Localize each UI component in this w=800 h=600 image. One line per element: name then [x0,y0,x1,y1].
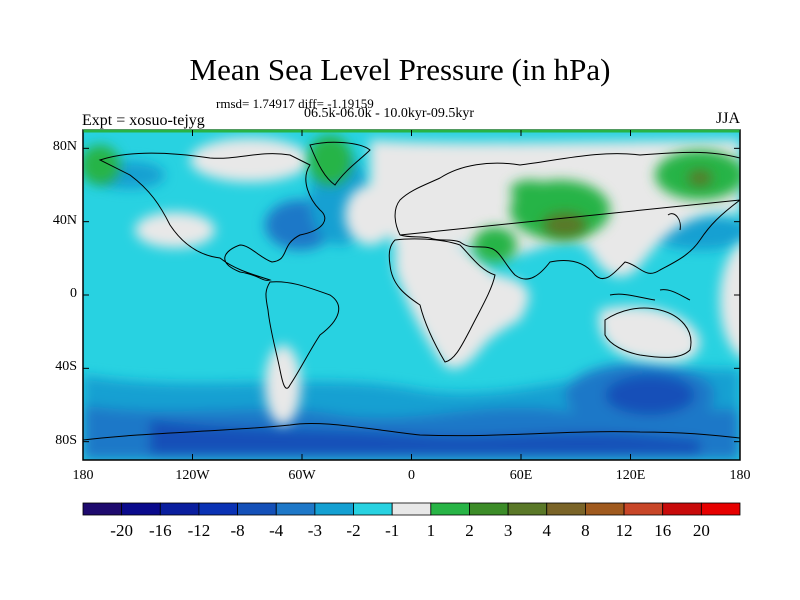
colorbar-swatch [159,502,200,516]
colorbar-swatch [391,502,432,516]
field-south-indian-core [605,375,695,415]
colorbar-label: 2 [465,521,474,540]
colorbar-swatch [121,502,161,516]
colorbar-swatch [430,502,470,516]
rmsd-diff-stats: rmsd= 1.74917 diff= -1.19159 [216,96,374,111]
period-label: 06.5k-06.0k - 10.0kyr-09.5kyr [304,106,475,121]
colorbar-label: -12 [187,521,211,540]
lat-label: 80N [52,139,77,155]
field-arabia-high [473,227,517,263]
lat-label: 40N [52,212,77,228]
field-east-pacific-neutral [720,243,740,357]
field-caspian-high [510,180,550,200]
colorbar-label: -8 [230,521,245,540]
colorbar-swatch [662,502,702,516]
colorbar-label: 16 [654,521,672,540]
field-greenland-high [308,135,352,185]
colorbar-swatch [469,502,509,516]
colorbar-swatch [623,502,664,516]
colorbar-label: 3 [503,521,513,540]
field-north-atlantic-neutral [345,185,395,245]
lon-label: 180 [729,468,751,483]
experiment-label: Expt = xosuo-tejyg [82,112,205,129]
field-bering-high [83,145,120,185]
lon-label: 0 [408,468,415,483]
coast-eurasia [394,151,740,280]
coast-south-america [265,281,340,389]
colorbar-swatch [237,502,277,516]
field-siberia-core [688,170,712,186]
colorbar-label: -3 [307,521,322,540]
axis-ticks [82,130,741,460]
lon-label: 120W [175,468,210,483]
coastlines [83,141,740,441]
lon-label: 60W [288,468,316,483]
colorbar-swatch [546,502,586,516]
colorbar-label: 4 [542,521,552,540]
colorbar-swatch [198,502,238,516]
colorbar-swatch [507,502,548,516]
colorbar [82,502,741,516]
lat-label: 40S [55,359,77,375]
colorbar-label: -4 [269,521,284,540]
colorbar-swatch [353,502,393,516]
lon-label: 120E [615,468,646,483]
colorbar-label: -1 [385,521,400,540]
colorbar-swatch [275,502,316,516]
coast-greenland [309,141,371,186]
colorbar-label: 12 [615,521,633,540]
lon-label: 180 [72,468,94,483]
colorbar-label: -2 [346,521,361,540]
field-canada [190,138,310,182]
colorbar-label: 20 [692,521,710,540]
lat-label: 80S [55,432,77,448]
field-africa [395,234,499,369]
colorbar-swatch [700,502,741,516]
colorbar-swatch [82,502,123,516]
map-title: Mean Sea Level Pressure (in hPa) [189,52,611,87]
field-south-america-south [265,345,301,425]
colorbar-label: -20 [110,521,133,540]
field-north-america-west [135,212,215,248]
colorbar-label: 1 [426,521,436,540]
coast-australia [604,307,692,358]
field-australia [599,306,700,363]
season-label: JJA [715,110,740,127]
lon-label: 60E [509,468,533,483]
colorbar-label: 8 [581,521,590,540]
coast-north-america [98,152,326,281]
coast-islands [609,213,691,301]
field-southern-ocean-3 [150,420,700,455]
colorbar-swatch [314,502,354,516]
colorbar-label: -16 [148,521,172,540]
coast-africa [388,238,496,363]
map-field [83,130,740,460]
lat-label: 0 [70,286,77,301]
colorbar-swatch [585,502,625,516]
coast-antarctica [83,422,740,441]
